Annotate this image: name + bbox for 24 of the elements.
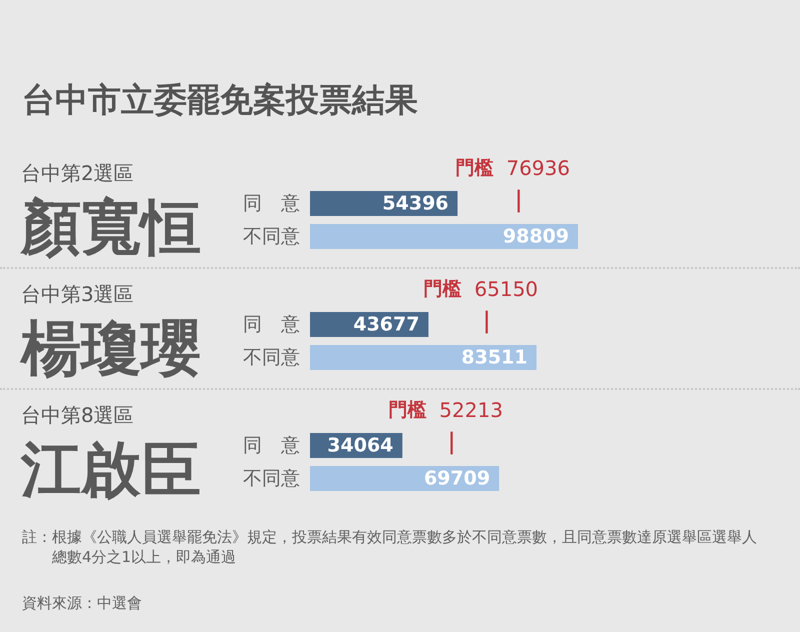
source-note: 資料來源：中選會 bbox=[22, 593, 143, 613]
ref-line-label: 門檻 52213 bbox=[388, 398, 503, 422]
text: 註：根據《公職人員選舉罷免法》規定，投票結果有效同意票數多於不同意票數，且同意票數達原選舉區選舉人總數4分之1以上，即為通過 bbox=[22, 527, 758, 567]
text: 台中市立委罷免案投票結果 bbox=[22, 80, 418, 119]
data-label: 34064 bbox=[327, 434, 394, 456]
data-label: 98809 bbox=[502, 226, 569, 248]
text: 台中第8選區 bbox=[21, 403, 134, 427]
text: 台中第3選區 bbox=[21, 282, 134, 306]
text: 台中第2選區 bbox=[21, 161, 134, 185]
data-label: 54396 bbox=[382, 192, 449, 214]
data-label: 43677 bbox=[353, 314, 420, 336]
data-label: 69709 bbox=[424, 468, 490, 490]
y-tick-label: 不同意 bbox=[243, 226, 300, 248]
y-tick-label: 同 意 bbox=[243, 434, 300, 456]
chart-subtitle: 楊瓊瓔 bbox=[19, 314, 201, 384]
chart-subtitle: 江啟臣 bbox=[20, 435, 201, 505]
ref-line-label: 門檻 65150 bbox=[423, 276, 538, 301]
chart-subtitle: 顏寬恒 bbox=[19, 193, 201, 263]
y-tick-label: 不同意 bbox=[243, 346, 300, 368]
y-tick-label: 同 意 bbox=[243, 314, 300, 336]
y-tick-label: 同 意 bbox=[243, 192, 300, 214]
y-tick-label: 不同意 bbox=[243, 468, 300, 490]
ref-line-label: 門檻 76936 bbox=[455, 156, 570, 180]
data-label: 83511 bbox=[461, 346, 528, 368]
